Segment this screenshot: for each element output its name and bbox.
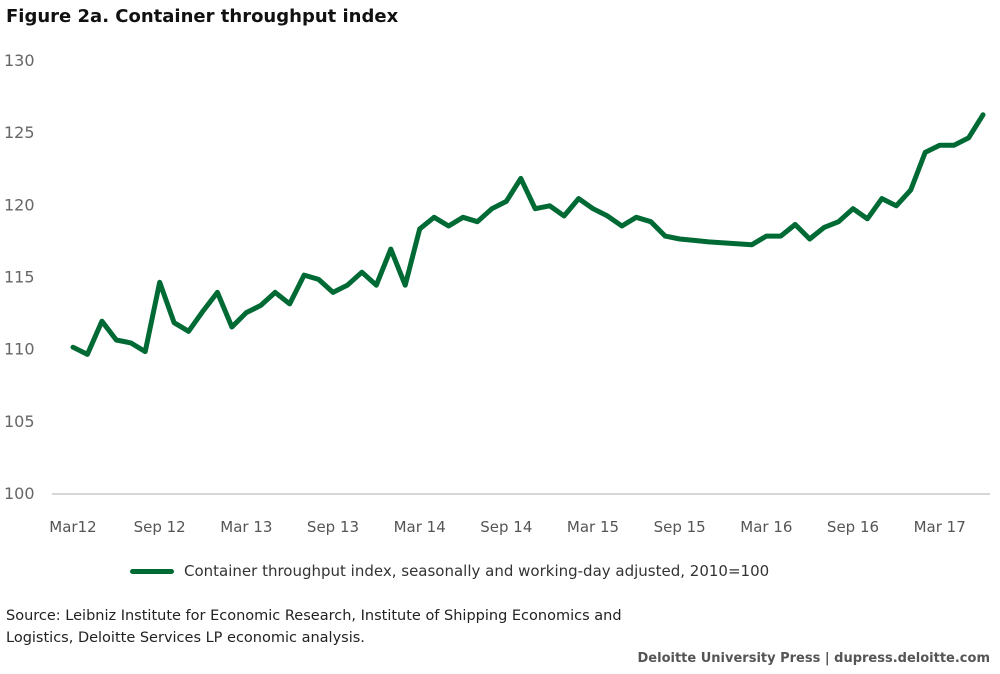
y-tick-label: 100 (4, 484, 35, 503)
y-axis: 100 105 110 115 120 125 130 (4, 51, 35, 503)
x-tick-label: Mar 15 (567, 518, 619, 536)
y-tick-label: 125 (4, 123, 35, 142)
legend-swatch (130, 568, 174, 574)
source-note: Source: Leibniz Institute for Economic R… (6, 608, 622, 646)
x-tick-label: Mar 16 (740, 518, 792, 536)
chart-title: Figure 2a. Container throughput index (6, 6, 399, 27)
credit-line: Deloitte University Press | dupress.delo… (637, 651, 990, 666)
x-tick-label: Mar 13 (220, 518, 272, 536)
legend-label: Container throughput index, seasonally a… (184, 562, 770, 580)
x-tick-label: Mar 14 (394, 518, 446, 536)
series-line (70, 112, 986, 357)
y-tick-label: 120 (4, 195, 35, 214)
x-tick-label: Sep 16 (827, 518, 879, 536)
legend: Container throughput index, seasonally a… (130, 562, 769, 580)
line-chart: 100 105 110 115 120 125 130 Mar12 Sep 12 Mar 13 S… (4, 51, 990, 536)
series-group (70, 112, 986, 357)
x-axis: Mar12 Sep 12 Mar 13 Sep 13 Mar 14 Sep 14 Mar 1… (49, 518, 965, 536)
x-tick-label: Mar 17 (914, 518, 966, 536)
x-tick-label: Mar12 (49, 518, 96, 536)
y-tick-label: 110 (4, 340, 35, 359)
x-tick-label: Sep 12 (134, 518, 186, 536)
y-tick-label: 130 (4, 51, 35, 70)
y-tick-label: 105 (4, 412, 35, 431)
x-tick-label: Sep 15 (654, 518, 706, 536)
x-tick-label: Sep 13 (307, 518, 359, 536)
y-tick-label: 115 (4, 268, 35, 287)
x-tick-label: Sep 14 (480, 518, 532, 536)
